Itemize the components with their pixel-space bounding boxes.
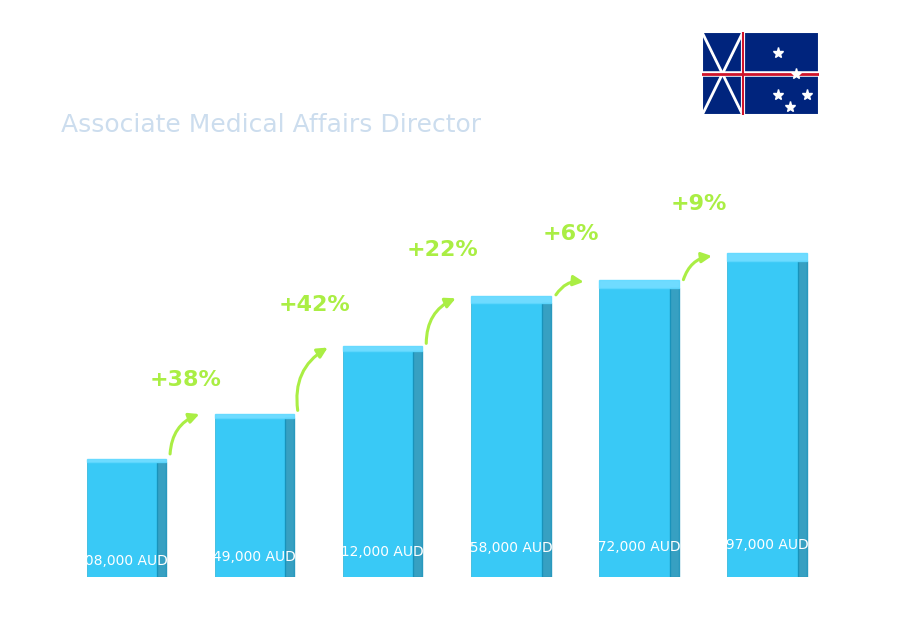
Bar [413, 351, 422, 577]
Bar [343, 345, 422, 351]
Text: Average Yearly Salary: Average Yearly Salary [860, 253, 873, 388]
Text: 272,000 AUD: 272,000 AUD [589, 540, 680, 554]
Text: 258,000 AUD: 258,000 AUD [461, 541, 553, 555]
Text: 297,000 AUD: 297,000 AUD [716, 538, 808, 552]
Text: +6%: +6% [542, 224, 598, 244]
Bar [158, 462, 166, 577]
Bar [542, 303, 551, 577]
Text: +42%: +42% [278, 296, 350, 315]
Bar [343, 351, 413, 577]
Bar [471, 296, 551, 303]
Text: 212,000 AUD: 212,000 AUD [332, 545, 424, 559]
Text: Salary Comparison By Experience: Salary Comparison By Experience [61, 85, 796, 122]
Bar [798, 261, 807, 577]
Bar [285, 419, 294, 577]
Bar [215, 419, 285, 577]
Text: 149,000 AUD: 149,000 AUD [204, 550, 296, 564]
Bar [599, 288, 670, 577]
Text: +38%: +38% [150, 370, 222, 390]
Text: +22%: +22% [407, 240, 478, 260]
Text: +9%: +9% [670, 194, 727, 214]
Bar [727, 261, 798, 577]
Bar [670, 288, 679, 577]
Bar [215, 415, 294, 419]
Bar [727, 253, 807, 261]
Text: Associate Medical Affairs Director: Associate Medical Affairs Director [61, 113, 482, 137]
Text: 108,000 AUD: 108,000 AUD [76, 554, 167, 568]
Bar [471, 303, 542, 577]
Bar [86, 462, 158, 577]
Text: salaryexplorer.com: salaryexplorer.com [371, 617, 529, 635]
Bar [86, 459, 166, 462]
Bar [599, 280, 679, 288]
